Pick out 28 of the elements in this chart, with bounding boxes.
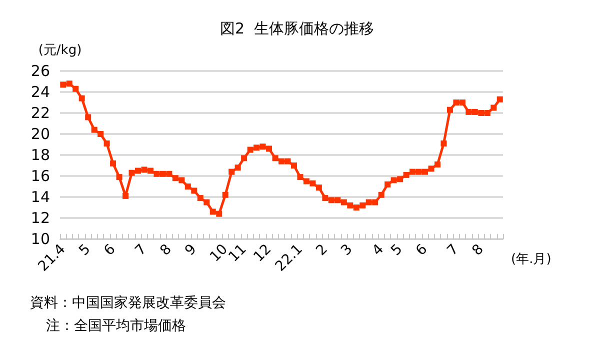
y-tick-label: 22 bbox=[30, 104, 50, 122]
x-tick-label: 5 bbox=[388, 241, 406, 259]
y-tick-label: 10 bbox=[30, 230, 50, 248]
x-tick-label: 4 bbox=[369, 241, 388, 259]
text: 注：全国平均市場価格 bbox=[46, 318, 186, 334]
chart-title: 図2 生体豚価格の推移 bbox=[220, 20, 374, 38]
x-tick-label: 6 bbox=[101, 241, 119, 259]
x-tick-label: 9 bbox=[182, 241, 200, 259]
y-axis-title: (元/kg) bbox=[38, 43, 82, 58]
y-tick-label: 26 bbox=[30, 62, 50, 80]
x-tick-label: 2 bbox=[313, 241, 331, 259]
x-tick-label: 7 bbox=[444, 241, 462, 259]
y-tick-label: 16 bbox=[30, 167, 50, 185]
x-axis-title: (年.月) bbox=[511, 252, 552, 267]
x-tick-label: 5 bbox=[76, 241, 94, 259]
x-tick-label: 7 bbox=[132, 241, 150, 259]
y-tick-label: 12 bbox=[30, 209, 50, 227]
x-tick-label: 3 bbox=[338, 241, 356, 259]
x-tick-label: 11 bbox=[226, 241, 250, 266]
y-tick-label: 24 bbox=[30, 83, 50, 101]
x-tick-label: 8 bbox=[469, 241, 487, 259]
x-tick-label: 6 bbox=[413, 241, 431, 259]
text: 資料：中国国家発展改革委員会 bbox=[30, 295, 226, 311]
x-tick-label: 8 bbox=[157, 241, 175, 259]
y-tick-label: 18 bbox=[30, 146, 50, 164]
x-tick-label: 12 bbox=[250, 241, 275, 266]
y-tick-label: 20 bbox=[30, 125, 50, 143]
y-tick-label: 14 bbox=[30, 188, 50, 206]
